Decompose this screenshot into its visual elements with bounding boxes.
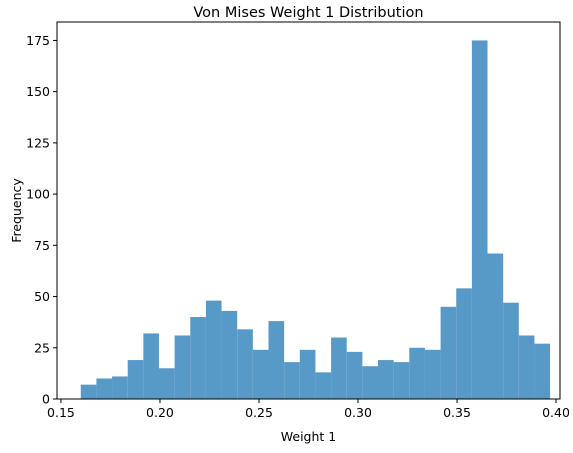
- histogram-bar: [534, 343, 551, 399]
- y-tick-label: 150: [26, 84, 50, 99]
- histogram-bar: [174, 335, 191, 399]
- x-tick-label: 0.25: [245, 405, 273, 420]
- histogram-bar: [80, 384, 97, 399]
- histogram-bar: [315, 372, 332, 399]
- x-tick-label: 0.20: [146, 405, 174, 420]
- histogram-bars: [80, 40, 551, 400]
- histogram-bar: [487, 253, 504, 399]
- histogram-bar: [331, 337, 347, 399]
- x-axis-label: Weight 1: [281, 429, 336, 444]
- histogram-bar: [456, 288, 472, 399]
- y-tick-label: 175: [26, 33, 50, 48]
- histogram-bar: [299, 349, 316, 399]
- x-tick-label: 0.40: [542, 405, 570, 420]
- histogram-bar: [143, 333, 159, 399]
- x-tick-label: 0.35: [443, 405, 471, 420]
- x-axis-ticks: 0.15 0.20 0.25 0.30 0.35 0.40: [47, 399, 570, 420]
- chart-title: Von Mises Weight 1 Distribution: [193, 5, 423, 21]
- histogram-bar: [158, 368, 175, 399]
- y-tick-label: 0: [42, 392, 50, 407]
- y-axis-ticks: 0 25 50 75 100 125 150 175: [26, 33, 57, 407]
- histogram-bar: [96, 378, 113, 399]
- y-tick-label: 100: [26, 187, 50, 202]
- histogram-bar: [205, 300, 222, 399]
- y-tick-label: 75: [34, 238, 50, 253]
- histogram-bar: [190, 317, 206, 399]
- histogram-bar: [127, 360, 144, 399]
- histogram-bar: [252, 349, 269, 399]
- histogram-bar: [237, 329, 253, 399]
- histogram-bar: [284, 362, 300, 399]
- histogram-bar: [112, 376, 128, 399]
- histogram-bar: [346, 351, 363, 400]
- histogram-bar: [362, 366, 378, 399]
- histogram-bar: [471, 40, 488, 399]
- x-tick-label: 0.30: [344, 405, 372, 420]
- histogram-bar: [268, 321, 285, 399]
- histogram-bar: [221, 310, 238, 399]
- x-tick-label: 0.15: [47, 405, 75, 420]
- histogram-bar: [503, 302, 519, 399]
- y-tick-label: 125: [26, 135, 50, 150]
- axes-frame: [56, 21, 561, 400]
- y-tick-label: 50: [34, 289, 50, 304]
- histogram-bar: [440, 306, 457, 399]
- plot-area: [56, 21, 561, 400]
- y-axis-label: Frequency: [9, 178, 24, 243]
- histogram-bar: [378, 360, 394, 399]
- y-tick-label: 25: [34, 340, 50, 355]
- histogram-bar: [424, 349, 441, 399]
- histogram-bar: [409, 347, 425, 399]
- histogram-bar: [393, 362, 410, 399]
- histogram-bar: [518, 335, 535, 399]
